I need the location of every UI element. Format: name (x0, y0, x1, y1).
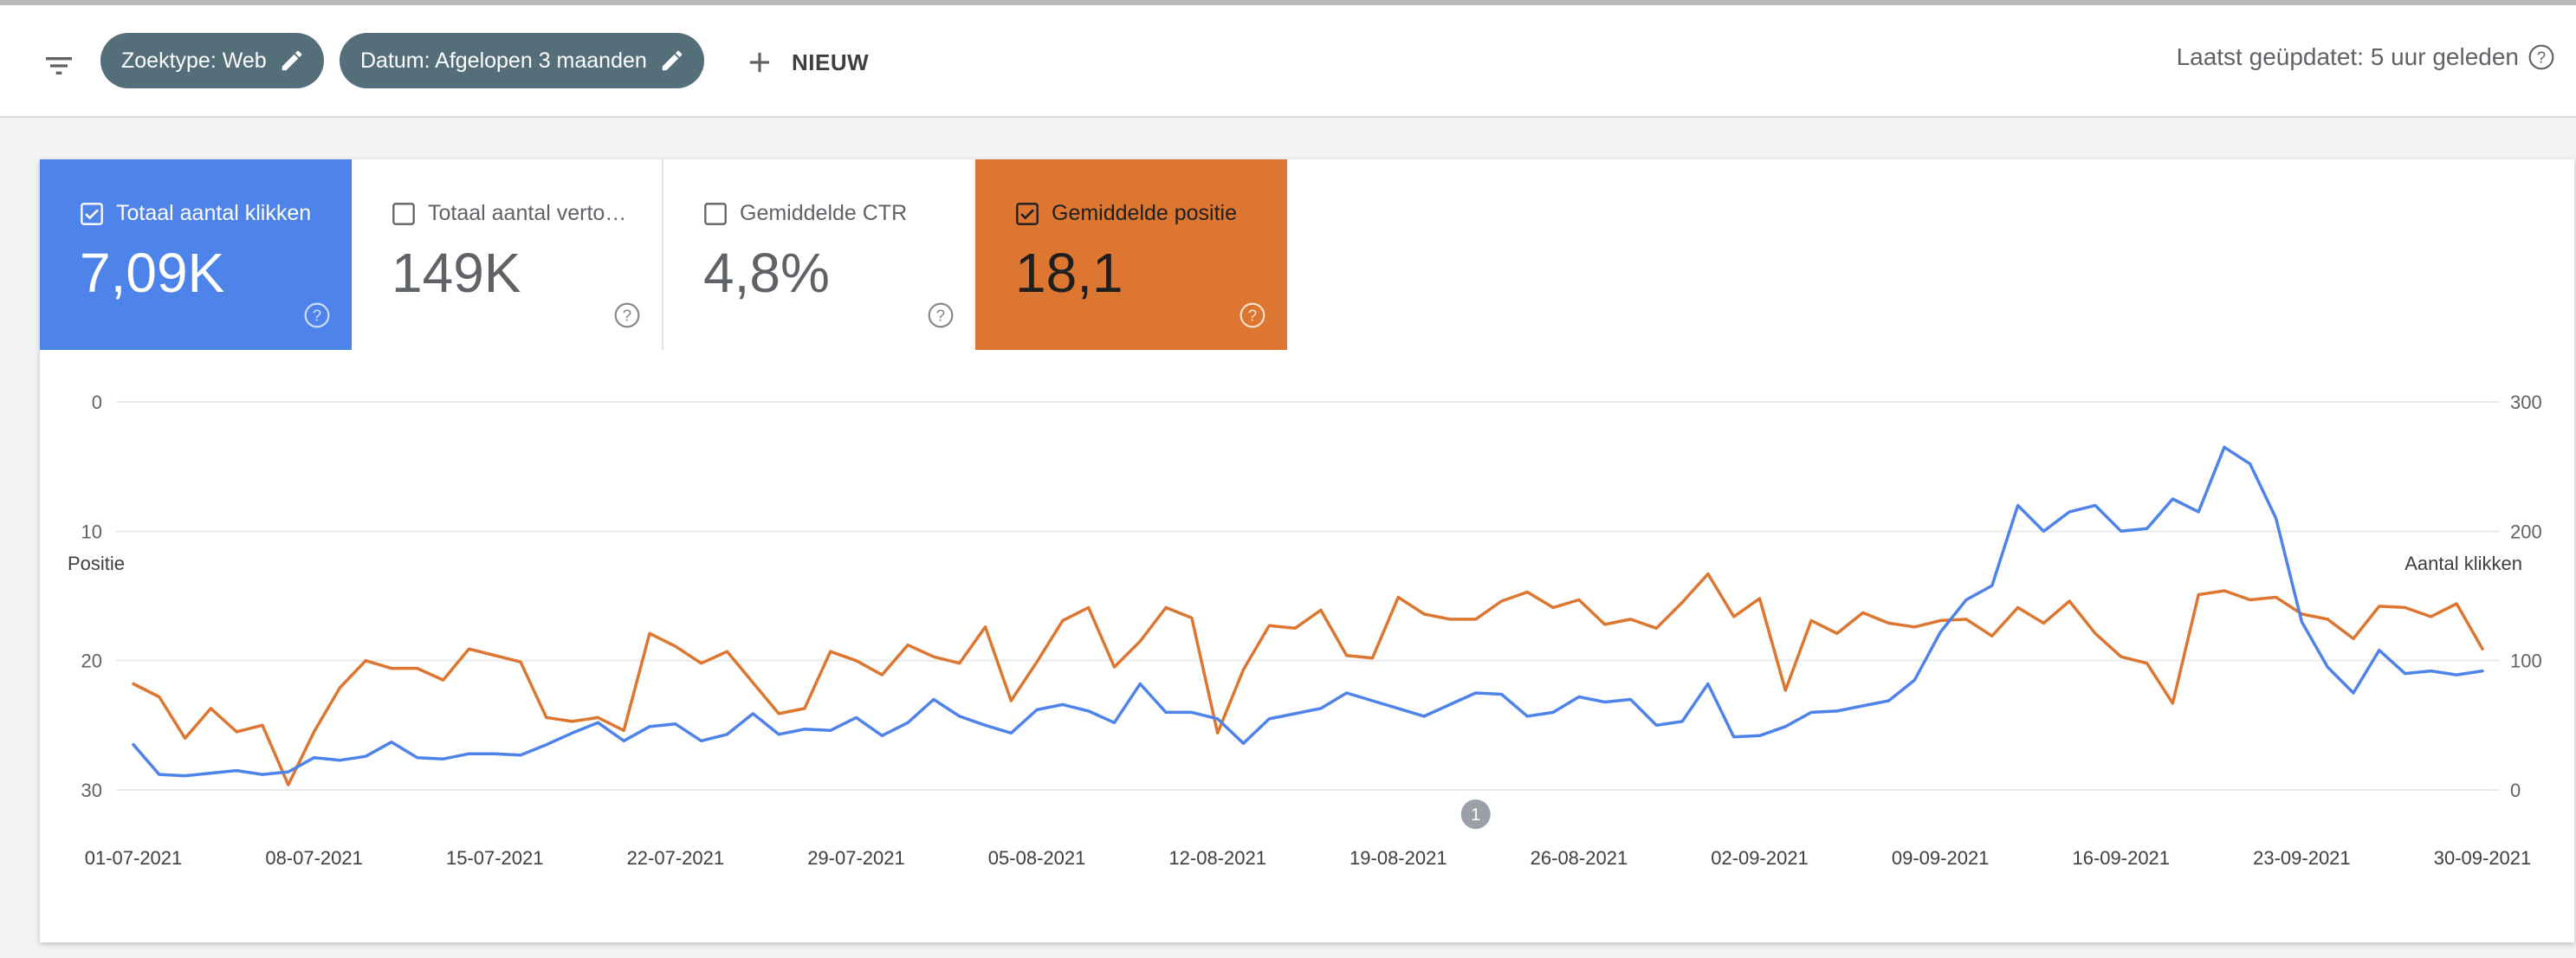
help-icon[interactable]: ? (613, 301, 641, 329)
annotation-label: 1 (1471, 806, 1480, 825)
svg-text:?: ? (623, 307, 631, 325)
performance-card: Totaal aantal klikken 7,09K ? Totaal aan… (40, 159, 2574, 942)
metric-label: Gemiddelde positie (1052, 201, 1238, 225)
chip-search-type[interactable]: Zoektype: Web (100, 33, 324, 88)
y-tick-label-right: 100 (2510, 651, 2542, 672)
metric-label: Totaal aantal klikken (116, 201, 312, 225)
filter-icon[interactable] (40, 49, 78, 83)
metric-label: Totaal aantal vertoningen (428, 201, 636, 225)
y-tick-label-left: 10 (81, 521, 102, 542)
new-filter-button[interactable]: NIEUW (743, 40, 869, 85)
metric-value: 7,09K (80, 242, 225, 304)
x-tick-label: 09-09-2021 (1892, 847, 1990, 869)
help-icon[interactable]: ? (2527, 43, 2555, 71)
metric-value: 149K (392, 242, 521, 304)
x-tick-label: 08-07-2021 (265, 847, 363, 869)
annotation-marker (1460, 799, 1491, 829)
top-shadow (0, 0, 2576, 5)
metric-tile-position[interactable]: Gemiddelde positie 18,1 ? (975, 159, 1287, 350)
help-icon[interactable]: ? (303, 301, 331, 329)
series-line-clicks (132, 445, 2484, 778)
svg-text:?: ? (2537, 49, 2546, 67)
y-tick-label-right: 0 (2510, 780, 2521, 801)
svg-text:?: ? (936, 307, 945, 325)
metric-value: 4,8% (703, 242, 830, 304)
x-tick-label: 12-08-2021 (1168, 847, 1266, 869)
x-tick-label: 02-09-2021 (1711, 847, 1809, 869)
help-icon[interactable]: ? (1239, 301, 1266, 329)
checkbox-checked-icon[interactable] (80, 202, 104, 226)
svg-text:?: ? (1248, 307, 1257, 325)
y-tick-label-right: 200 (2510, 521, 2542, 542)
y-tick-label-left: 30 (81, 780, 102, 801)
chip-search-type-label: Zoektype: Web (121, 48, 267, 73)
y-axis-left-title: Positie (68, 553, 125, 574)
x-tick-label: 16-09-2021 (2072, 847, 2170, 869)
y-axis-right-title: Aantal klikken (2404, 553, 2522, 574)
svg-text:?: ? (313, 307, 321, 325)
series-line-position (132, 572, 2484, 786)
edit-icon (282, 50, 301, 71)
metric-tile-impressions[interactable]: Totaal aantal vertoningen 149K ? (352, 159, 663, 350)
x-tick-label: 30-09-2021 (2434, 847, 2532, 869)
checkbox-unchecked-icon[interactable] (392, 202, 416, 226)
y-tick-label-left: 20 (81, 651, 102, 672)
y-tick-label-right: 300 (2510, 392, 2542, 413)
help-icon[interactable]: ? (927, 301, 955, 329)
x-tick-label: 15-07-2021 (446, 847, 544, 869)
metric-value: 18,1 (1015, 242, 1123, 304)
x-tick-label: 23-09-2021 (2253, 847, 2351, 869)
plus-icon (749, 52, 770, 73)
x-tick-label: 19-08-2021 (1349, 847, 1447, 869)
metric-tile-clicks[interactable]: Totaal aantal klikken 7,09K ? (40, 159, 352, 350)
last-updated: Laatst geüpdatet: 5 uur geleden ? (2177, 43, 2555, 71)
checkbox-checked-icon[interactable] (1015, 202, 1039, 226)
metric-tile-ctr[interactable]: Gemiddelde CTR 4,8% ? (663, 159, 975, 350)
x-tick-label: 22-07-2021 (627, 847, 725, 869)
edit-icon (662, 50, 683, 71)
x-tick-label: 05-08-2021 (988, 847, 1086, 869)
x-tick-label: 26-08-2021 (1531, 847, 1628, 869)
y-tick-label-left: 0 (92, 392, 102, 413)
metric-label: Gemiddelde CTR (740, 201, 908, 225)
new-filter-label: NIEUW (792, 49, 870, 75)
checkbox-unchecked-icon[interactable] (703, 202, 728, 226)
filter-bar: Zoektype: Web Datum: Afgelopen 3 maanden… (0, 5, 2576, 118)
x-tick-label: 29-07-2021 (807, 847, 905, 869)
x-tick-label: 01-07-2021 (85, 847, 183, 869)
chip-date[interactable]: Datum: Afgelopen 3 maanden (340, 33, 704, 88)
last-updated-text: Laatst geüpdatet: 5 uur geleden (2176, 43, 2519, 70)
chip-date-label: Datum: Afgelopen 3 maanden (360, 48, 647, 73)
